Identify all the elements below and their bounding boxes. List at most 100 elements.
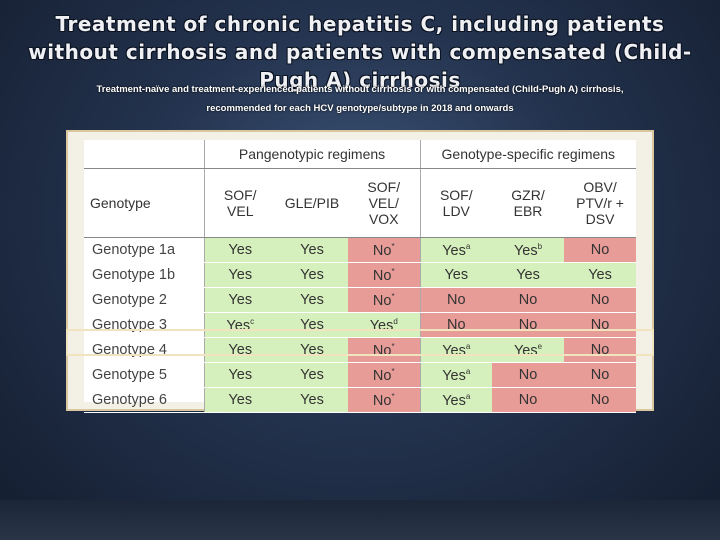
regimen-column-header: SOF/VEL — [204, 168, 276, 238]
pangenotypic-group-header: Pangenotypic regimens — [204, 140, 421, 169]
recommendation-cell: Yesa — [420, 387, 493, 413]
recommendation-value: Yes — [228, 342, 253, 358]
recommendation-cell: Yes — [204, 237, 276, 263]
regimen-header-line: GZR/ — [511, 187, 545, 203]
regimen-column-header: OBV/PTV/r + DSV — [564, 168, 637, 238]
recommendation-cell: No* — [348, 362, 421, 388]
recommendation-value: Yes — [228, 292, 253, 308]
regimen-header-line: DSV — [585, 211, 615, 227]
recommendation-value: Yes — [300, 342, 324, 358]
footnote-marker: * — [391, 291, 395, 301]
recommendation-value: Yes — [300, 242, 324, 258]
slide-subtitle-line2: recommended for each HCV genotype/subtyp… — [206, 103, 514, 114]
recommendation-value: No — [372, 367, 392, 384]
regimen-header-line: GLE/PIB — [284, 195, 340, 211]
recommendation-cell: No* — [348, 262, 421, 288]
slide-title-line3: Pugh A) cirrhosis — [259, 68, 461, 92]
table-row: Genotype 5 Yes Yes No* Yesa No No — [84, 362, 637, 388]
slide-subtitle: Treatment-naïve and treatment-experience… — [0, 80, 720, 118]
recommendation-value: Yes — [228, 392, 253, 408]
recommendation-cell: Yes — [276, 262, 348, 288]
recommendation-value: No — [372, 267, 392, 284]
recommendation-cell: No — [564, 237, 637, 263]
genotype-name-cell: Genotype 6 — [84, 387, 205, 413]
footnote-marker: * — [391, 341, 395, 351]
recommendation-value: Yes — [516, 267, 540, 283]
recommendation-value: Yes — [442, 392, 466, 409]
recommendation-value: No — [372, 242, 392, 259]
regimen-column-header: SOF/VEL/VOX — [348, 168, 421, 238]
recommendation-cell: Yes — [276, 362, 348, 388]
recommendation-cell: No — [492, 312, 565, 338]
footnote-marker: d — [393, 316, 398, 326]
recommendation-value: Yes — [300, 292, 324, 308]
recommendation-value: Yes — [300, 392, 324, 408]
recommendation-value: No — [518, 392, 538, 408]
table-row: Genotype 4 Yes Yes No* Yesa Yese No — [84, 337, 637, 363]
recommendation-value: Yes — [228, 367, 253, 383]
recommendation-cell: Yes — [204, 262, 276, 288]
recommendation-value: Yes — [513, 242, 538, 259]
slide-subtitle-line1: Treatment-naïve and treatment-experience… — [96, 84, 624, 95]
footnote-marker: a — [465, 366, 471, 376]
recommendation-value: Yes — [442, 242, 466, 259]
recommendation-cell: No — [492, 362, 565, 388]
recommendation-cell: Yese — [492, 337, 565, 363]
recommendation-value: No — [518, 317, 538, 333]
genotype-name-cell: Genotype 1a — [84, 237, 205, 263]
recommendation-value: No — [590, 317, 610, 333]
recommendation-cell: Yes — [204, 337, 276, 363]
recommendation-cell: Yes — [204, 362, 276, 388]
recommendation-value: No — [518, 292, 538, 308]
recommendation-cell: Yes — [276, 287, 348, 313]
table-row: Genotype 2 Yes Yes No* No No No — [84, 287, 637, 313]
footnote-marker: * — [391, 366, 395, 376]
recommendation-value: No — [590, 292, 610, 308]
footnote-marker: c — [250, 316, 255, 326]
recommendation-cell: No — [492, 287, 565, 313]
recommendation-cell: No* — [348, 387, 421, 413]
recommendation-cell: No — [420, 312, 493, 338]
recommendation-value: Yes — [300, 317, 324, 333]
recommendation-value: Yes — [588, 267, 612, 283]
genotype-name-cell: Genotype 3 — [84, 312, 205, 338]
recommendation-cell: Yes — [276, 337, 348, 363]
footnote-marker: b — [537, 241, 543, 251]
genotype-specific-group-header: Genotype-specific regimens — [420, 140, 637, 169]
recommendation-cell: No — [564, 387, 637, 413]
genotype-name-cell: Genotype 4 — [84, 337, 205, 363]
footnote-marker: a — [465, 241, 471, 251]
slide-title-line2: without cirrhosis and patients with comp… — [28, 40, 692, 64]
recommendation-value: No — [590, 242, 610, 258]
recommendation-value: Yes — [226, 317, 251, 334]
recommendation-cell: No — [564, 287, 637, 313]
recommendation-value: No — [447, 317, 466, 333]
recommendation-value: No — [590, 392, 610, 408]
recommendation-cell: Yes — [420, 262, 493, 288]
regimen-header-line: SOF/ — [223, 187, 257, 203]
genotype-name-cell: Genotype 2 — [84, 287, 205, 313]
table-row: Genotype 6 Yes Yes No* Yesa No No — [84, 387, 637, 413]
regimen-header-line: PTV/r + — [576, 195, 624, 211]
recommendation-cell: No — [564, 337, 637, 363]
recommendation-cell: Yesa — [420, 237, 493, 263]
recommendation-value: Yes — [300, 267, 324, 283]
recommendation-value: Yes — [513, 342, 538, 359]
table-group-header-row: Pangenotypic regimens Genotype-specific … — [84, 140, 637, 169]
recommendation-value: No — [372, 292, 392, 309]
footnote-marker: e — [537, 341, 543, 351]
recommendation-value: Yes — [369, 317, 394, 334]
recommendation-cell: No — [564, 362, 637, 388]
recommendation-cell: Yes — [276, 312, 348, 338]
table-body: Genotype 1a Yes Yes No* Yesa Yesb No Genotype 1… — [84, 237, 637, 413]
recommendation-cell: Yes — [564, 262, 637, 288]
table-row: Genotype 1a Yes Yes No* Yesa Yesb No — [84, 237, 637, 263]
recommendation-cell: No — [564, 312, 637, 338]
slide-title-line1: Treatment of chronic hepatitis C, includ… — [55, 12, 665, 36]
recommendation-cell: No* — [348, 237, 421, 263]
recommendation-cell: Yesc — [204, 312, 276, 338]
regimen-header-line: SOF/ — [367, 179, 401, 195]
slide-footer-bar — [0, 500, 720, 540]
genotype-name-cell: Genotype 5 — [84, 362, 205, 388]
regimen-header-line: EBR — [513, 203, 543, 219]
